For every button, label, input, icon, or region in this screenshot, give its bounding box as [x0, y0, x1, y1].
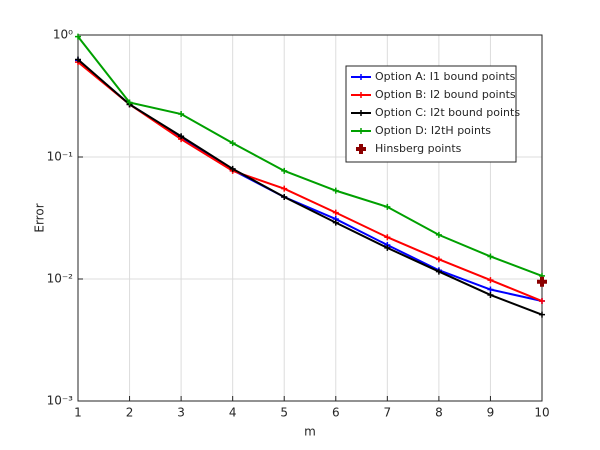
y-axis-label: Error — [33, 203, 47, 232]
marker — [539, 311, 545, 318]
y-tick-label: 10⁰ — [53, 28, 73, 42]
marker — [229, 140, 236, 147]
x-tick-label: 6 — [332, 406, 340, 420]
x-tick-label: 5 — [280, 406, 288, 420]
legend-box — [345, 65, 517, 163]
series-line — [77, 61, 543, 302]
marker — [435, 268, 442, 275]
x-tick-label: 8 — [435, 406, 443, 420]
legend-marker — [358, 92, 364, 98]
marker — [487, 291, 494, 298]
marker — [75, 33, 81, 40]
x-tick-label: 2 — [126, 406, 134, 420]
x-tick-label: 1 — [74, 406, 82, 420]
marker — [281, 194, 288, 201]
marker — [384, 244, 391, 251]
marker — [537, 276, 547, 287]
marker — [126, 99, 133, 106]
legend-label: Option C: I2t bound points — [375, 106, 520, 119]
marker — [487, 277, 494, 284]
marker — [487, 253, 494, 260]
marker — [332, 209, 339, 216]
marker — [539, 298, 545, 305]
legend-label: Option A: I1 bound points — [375, 70, 516, 83]
marker — [332, 187, 339, 194]
legend-marker — [356, 144, 366, 154]
marker — [384, 234, 391, 241]
plot-frame — [77, 34, 543, 402]
legend-label: Option B: I2 bound points — [375, 88, 516, 101]
legend-label: Option D: I2tH points — [375, 124, 491, 137]
marker — [229, 165, 236, 172]
legend-label: Hinsberg points — [375, 142, 462, 155]
marker — [332, 219, 339, 226]
series-line — [77, 58, 543, 316]
marker — [281, 167, 288, 174]
legend-marker — [358, 128, 364, 134]
marker — [435, 231, 442, 238]
x-tick-label: 3 — [177, 406, 185, 420]
marker — [435, 256, 442, 263]
x-tick-label: 7 — [384, 406, 392, 420]
legend-marker — [358, 110, 364, 116]
x-tick-label: 9 — [487, 406, 495, 420]
x-tick-label: 10 — [534, 406, 549, 420]
x-axis-label: m — [304, 425, 316, 439]
x-tick-label: 4 — [229, 406, 237, 420]
y-tick-label: 10⁻¹ — [47, 150, 74, 164]
legend: Option A: I1 bound points Option B: I2 bo… — [345, 65, 520, 163]
y-tick-label: 10⁻³ — [47, 394, 74, 408]
marker — [75, 56, 81, 63]
series-line — [77, 35, 543, 277]
legend-marker — [358, 74, 364, 80]
marker — [281, 185, 288, 192]
y-tick-label: 10⁻² — [47, 272, 74, 286]
marker — [178, 111, 185, 118]
marker — [487, 286, 494, 293]
marker — [178, 133, 185, 140]
marker — [384, 203, 391, 210]
